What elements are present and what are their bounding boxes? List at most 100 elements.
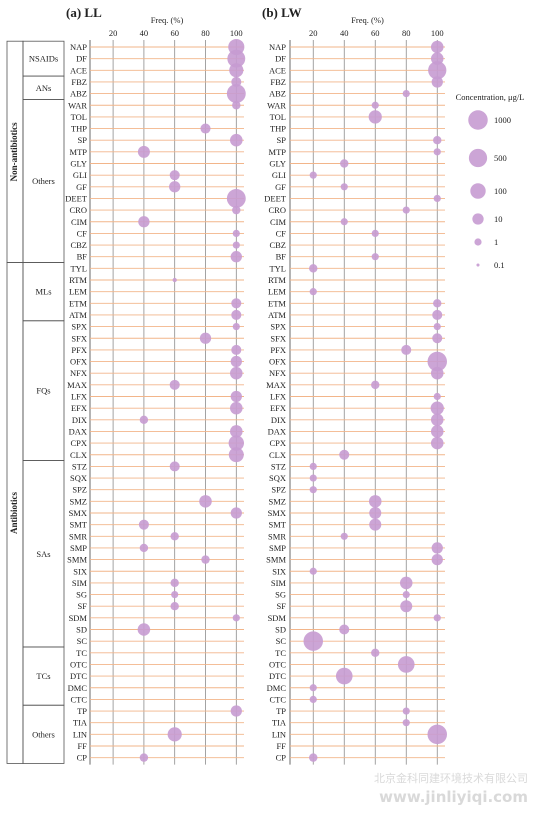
bubble-point [228, 447, 244, 463]
bubble-point [368, 110, 382, 124]
legend-bubble [472, 213, 484, 225]
category-label: DEET [264, 193, 287, 203]
bubble-point [303, 631, 323, 651]
bubble-point [137, 145, 150, 158]
category-label: STZ [271, 461, 286, 471]
category-label: ABZ [269, 89, 286, 99]
bubble-point [427, 351, 447, 372]
bubble-point [170, 532, 179, 541]
bubble-point [371, 380, 380, 390]
bubble-point [399, 576, 413, 590]
bubble-point [230, 251, 242, 263]
bubble-point [230, 366, 243, 380]
inner-group-label: Others [32, 729, 55, 739]
category-label: CPX [70, 438, 87, 448]
bubble-point [309, 474, 317, 482]
category-label: TIA [73, 718, 88, 728]
bubble-point [199, 332, 212, 344]
bubble-point [167, 727, 182, 742]
bubble-point [433, 148, 441, 156]
legend-bubble [474, 238, 482, 246]
legend-bubble [476, 263, 480, 267]
category-label: SMZ [70, 496, 87, 506]
category-label: CP [276, 753, 287, 763]
bubble-point [169, 461, 180, 472]
category-label: TC [275, 648, 286, 658]
category-label: SMR [268, 531, 286, 541]
category-label: CTC [70, 694, 87, 704]
category-label: CIM [270, 217, 287, 227]
bubble-point [432, 309, 443, 320]
bubble-point [430, 40, 444, 54]
category-label: NAP [269, 42, 286, 52]
bubble-point [309, 288, 317, 296]
category-label: DAX [268, 426, 286, 436]
category-label: ATM [69, 310, 87, 320]
category-label: TOL [71, 112, 87, 122]
bubble-point [309, 684, 317, 692]
bubble-point [231, 76, 242, 87]
category-label: MTP [269, 147, 287, 157]
category-label: THP [71, 124, 87, 134]
category-label: SMT [70, 520, 88, 530]
bubble-point [369, 518, 382, 531]
bubble-point [432, 333, 443, 344]
bubble-point [431, 542, 443, 554]
category-label: SC [276, 636, 287, 646]
bubble-point [137, 623, 151, 636]
category-label: SP [78, 135, 88, 145]
bubble-point [232, 205, 241, 215]
x-axis-label: Freq. (%) [351, 15, 384, 25]
bubble-point [139, 753, 149, 762]
category-label: MAX [67, 380, 87, 390]
bubble-point [227, 49, 246, 68]
category-label: DTC [70, 671, 87, 681]
x-tick-label: 40 [140, 28, 149, 38]
legend: Concentration, μg/L 1000 500 100 10 1 0.1 [456, 92, 525, 270]
category-label: LEM [69, 287, 87, 297]
category-label: LFX [270, 392, 286, 402]
bubble-point [138, 216, 150, 228]
x-tick-label: 80 [201, 28, 210, 38]
bubble-point [430, 401, 444, 415]
category-label: DF [76, 54, 87, 64]
bubble-point [230, 390, 242, 403]
category-label: TC [76, 648, 87, 658]
category-label: MAX [266, 380, 286, 390]
bubble-point [226, 189, 246, 208]
category-label: TYL [70, 263, 87, 273]
bubble-point [433, 135, 442, 145]
inner-group-label: FQs [36, 386, 50, 396]
legend-bubble [468, 110, 488, 130]
category-label: RTM [268, 275, 286, 285]
category-label: FF [78, 741, 88, 751]
category-label: SQX [269, 473, 286, 483]
category-label: CRO [70, 205, 87, 215]
bubble-point [402, 719, 410, 727]
x-tick-label: 100 [230, 28, 243, 38]
category-label: SPX [71, 322, 87, 332]
category-label: DMC [267, 683, 287, 693]
bubble-point [228, 435, 244, 451]
bubble-point [430, 436, 444, 450]
category-label: EFX [71, 403, 87, 413]
category-label: CP [77, 753, 88, 763]
category-label: LFX [71, 392, 87, 402]
category-label: GLY [269, 159, 286, 169]
category-label: CF [77, 228, 88, 238]
category-label: SMR [69, 531, 87, 541]
bubble-point [230, 705, 242, 717]
category-label: SQX [70, 473, 87, 483]
panel-title: (a) LL [66, 5, 102, 20]
bubble-point [431, 553, 443, 566]
bubble-point [430, 413, 444, 427]
bubble-point [230, 355, 242, 368]
category-label: ATM [268, 310, 286, 320]
bubble-point [368, 495, 382, 508]
x-tick-label: 100 [431, 28, 444, 38]
category-label: SMP [70, 543, 87, 553]
bubble-point [138, 519, 149, 530]
bubble-point [430, 366, 444, 380]
